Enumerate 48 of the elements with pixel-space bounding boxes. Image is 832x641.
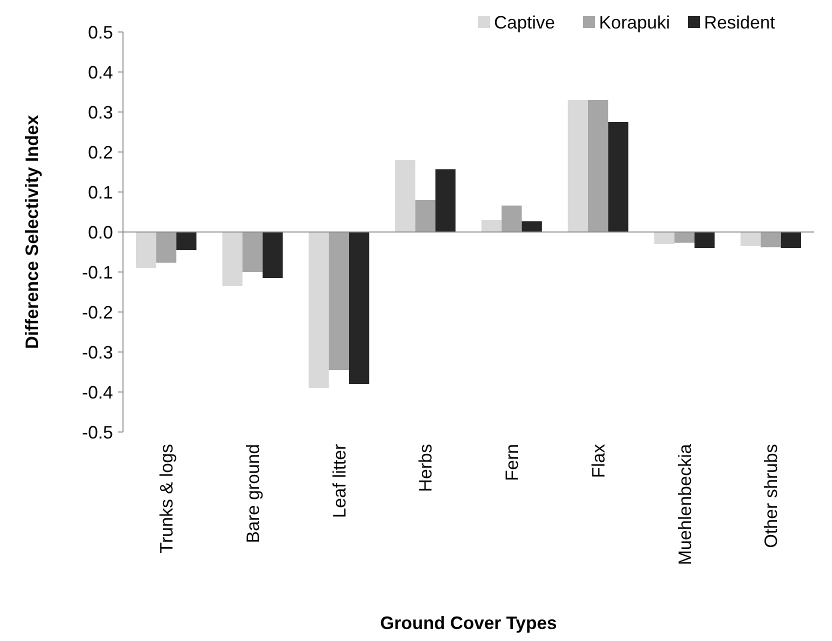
y-tick-label: 0.0 bbox=[88, 222, 113, 242]
bar bbox=[222, 232, 242, 286]
bar bbox=[568, 100, 588, 232]
y-tick-label: 0.2 bbox=[88, 142, 113, 162]
x-tick-label: Other shrubs bbox=[761, 444, 782, 548]
y-tick-label: 0.3 bbox=[88, 102, 113, 122]
bar bbox=[588, 100, 608, 232]
bar bbox=[674, 232, 695, 243]
y-tick-label: 0.4 bbox=[88, 62, 113, 82]
y-tick-label: 0.5 bbox=[88, 22, 113, 42]
legend-label: Korapuki bbox=[599, 12, 670, 32]
bar bbox=[242, 232, 263, 272]
y-tick-label: -0.3 bbox=[82, 342, 113, 362]
x-tick-label: Muehlenbeckia bbox=[674, 443, 695, 566]
y-tick-label: -0.1 bbox=[82, 262, 113, 282]
bar bbox=[156, 232, 176, 263]
x-tick-label: Herbs bbox=[416, 444, 436, 492]
bar bbox=[760, 232, 781, 248]
bar bbox=[502, 206, 522, 232]
x-tick-label: Trunks & logs bbox=[156, 444, 176, 554]
x-tick-label: Bare ground bbox=[242, 444, 263, 544]
x-tick-label: Flax bbox=[588, 444, 608, 478]
bar bbox=[694, 232, 715, 248]
bar bbox=[136, 232, 156, 268]
bar bbox=[780, 232, 802, 248]
bar bbox=[654, 232, 674, 244]
y-tick-label: 0.1 bbox=[88, 182, 113, 202]
bar bbox=[349, 232, 370, 384]
bar bbox=[176, 232, 196, 250]
bar bbox=[740, 232, 761, 246]
bar bbox=[328, 232, 350, 370]
x-axis-title: Ground Cover Types bbox=[380, 613, 557, 633]
x-tick-label: Leaf litter bbox=[329, 444, 350, 518]
bar bbox=[522, 221, 542, 232]
bar bbox=[435, 169, 456, 232]
y-tick-label: -0.2 bbox=[82, 302, 113, 322]
bar bbox=[395, 160, 416, 232]
y-axis-title: Difference Selectivity Index bbox=[22, 114, 42, 350]
x-tick-label: Fern bbox=[502, 444, 522, 482]
bar bbox=[308, 232, 329, 388]
legend-label: Resident bbox=[704, 12, 776, 32]
legend-label: Captive bbox=[494, 12, 556, 32]
y-tick-label: -0.4 bbox=[82, 382, 113, 402]
bar bbox=[262, 232, 283, 278]
bar bbox=[608, 122, 628, 232]
y-tick-label: -0.5 bbox=[82, 422, 113, 442]
bar bbox=[415, 200, 436, 232]
bar bbox=[481, 220, 502, 232]
